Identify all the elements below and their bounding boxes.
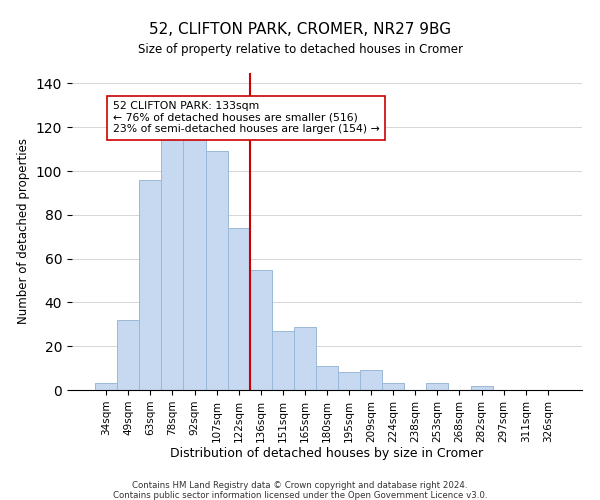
Text: Size of property relative to detached houses in Cromer: Size of property relative to detached ho… — [137, 42, 463, 56]
Bar — [316, 366, 338, 390]
Bar — [338, 372, 360, 390]
Text: 52 CLIFTON PARK: 133sqm
← 76% of detached houses are smaller (516)
23% of semi-d: 52 CLIFTON PARK: 133sqm ← 76% of detache… — [113, 101, 380, 134]
Bar — [294, 326, 316, 390]
Bar — [427, 384, 448, 390]
Y-axis label: Number of detached properties: Number of detached properties — [17, 138, 31, 324]
Bar — [382, 384, 404, 390]
Bar — [470, 386, 493, 390]
Bar — [184, 99, 206, 390]
Bar — [117, 320, 139, 390]
Bar — [139, 180, 161, 390]
Bar — [161, 99, 184, 390]
Text: Contains public sector information licensed under the Open Government Licence v3: Contains public sector information licen… — [113, 490, 487, 500]
X-axis label: Distribution of detached houses by size in Cromer: Distribution of detached houses by size … — [170, 448, 484, 460]
Bar — [272, 331, 294, 390]
Bar — [206, 152, 227, 390]
Text: 52, CLIFTON PARK, CROMER, NR27 9BG: 52, CLIFTON PARK, CROMER, NR27 9BG — [149, 22, 451, 38]
Bar — [95, 384, 117, 390]
Text: Contains HM Land Registry data © Crown copyright and database right 2024.: Contains HM Land Registry data © Crown c… — [132, 480, 468, 490]
Bar — [360, 370, 382, 390]
Bar — [227, 228, 250, 390]
Bar — [250, 270, 272, 390]
